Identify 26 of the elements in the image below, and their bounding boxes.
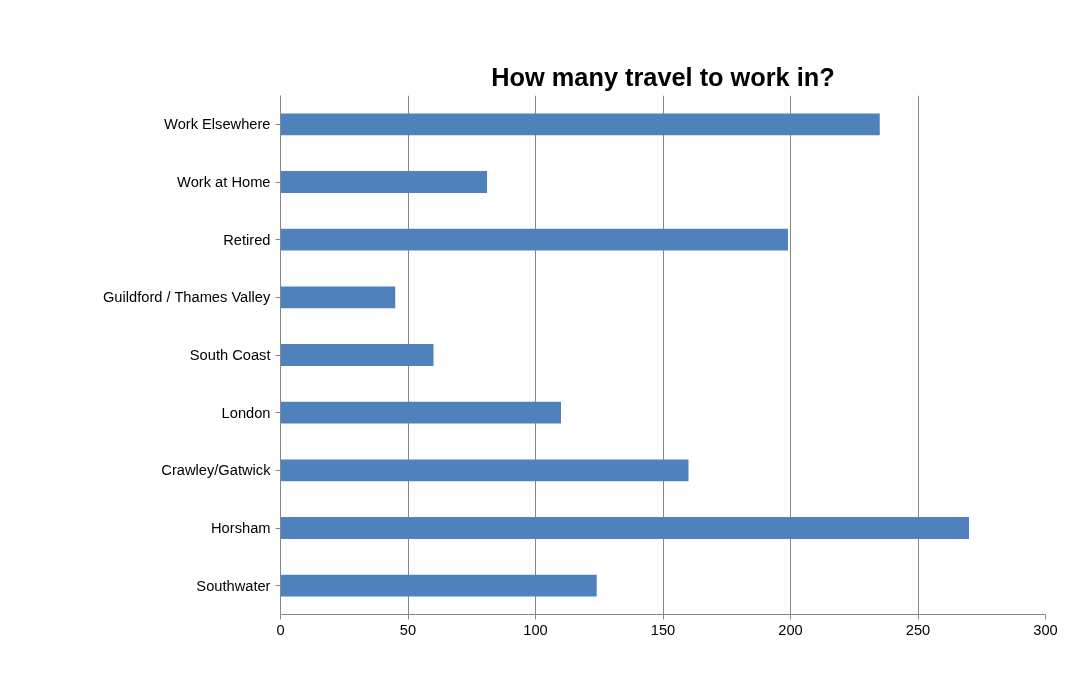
- bar: [280, 171, 488, 193]
- bar: [280, 517, 969, 539]
- bar: [280, 286, 396, 309]
- y-tick-label: London: [221, 404, 271, 421]
- bar: [280, 113, 880, 136]
- bar: [280, 401, 561, 424]
- bar: [280, 459, 689, 482]
- x-tick-label: 150: [650, 621, 676, 638]
- x-tick-label: 0: [276, 621, 285, 638]
- y-tick-label: Work Elsewhere: [164, 116, 271, 133]
- x-tick-label: 50: [399, 621, 417, 638]
- y-tick-label: Retired: [223, 231, 271, 248]
- bar: [280, 344, 434, 366]
- bar: [280, 228, 788, 251]
- chart-title: How many travel to work in?: [491, 62, 835, 91]
- x-tick-label: 200: [778, 621, 803, 638]
- y-tick-label: Horsham: [211, 520, 271, 536]
- bar: [280, 574, 597, 597]
- x-tick-label: 250: [905, 621, 931, 638]
- x-tick-label: 300: [1033, 621, 1058, 638]
- y-tick-label: South Coast: [189, 347, 271, 363]
- y-tick-label: Southwater: [196, 577, 271, 594]
- y-tick-label: Crawley/Gatwick: [161, 462, 272, 479]
- x-tick-label: 100: [523, 621, 548, 638]
- y-tick-label: Work at Home: [177, 174, 271, 190]
- y-tick-label: Guildford / Thames Valley: [102, 289, 271, 306]
